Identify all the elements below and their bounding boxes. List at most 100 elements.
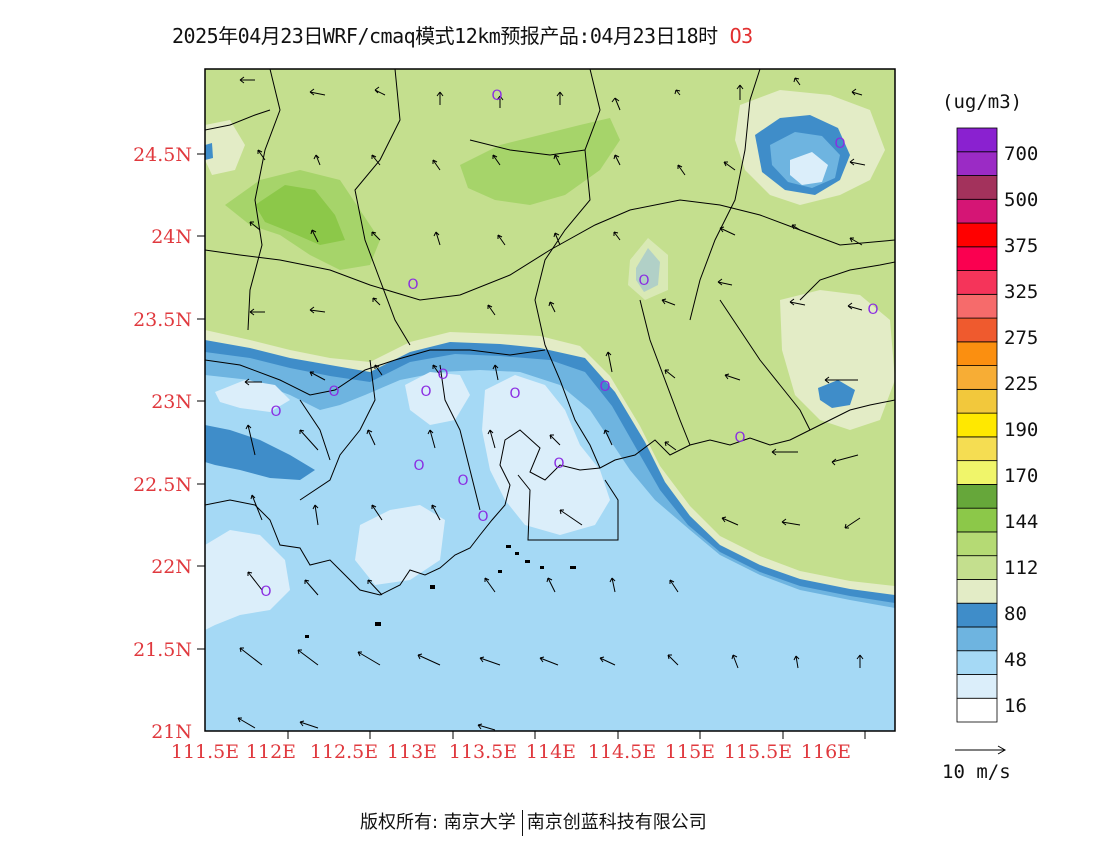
lat-tick-label: 23.5N: [133, 309, 192, 331]
wind-arrow: [492, 154, 501, 166]
wind-arrow: [249, 308, 265, 316]
wind-arrow: [366, 429, 376, 446]
island: [498, 570, 502, 573]
wind-arrow: [849, 237, 863, 246]
wind-scale-reference: 10 m/s: [942, 745, 1011, 783]
colorbar-swatch: [956, 626, 998, 652]
colorbar-swatch: [956, 365, 998, 390]
colorbar-level-label: 80: [1004, 603, 1027, 625]
wind-arrow: [479, 656, 501, 666]
island: [430, 585, 435, 589]
footer-separator: [521, 810, 523, 836]
wind-arrow: [427, 429, 436, 449]
boundary-16: [517, 474, 619, 541]
wind-arrow: [433, 231, 441, 246]
lat-tick-label: 24.5N: [133, 144, 192, 166]
wind-arrow: [851, 88, 863, 96]
lon-tick-label: 115E: [665, 741, 715, 763]
wind-arrow: [824, 376, 858, 384]
wind-arrow: [724, 373, 741, 381]
wind-arrow: [831, 454, 859, 466]
colorbar-level-label: 700: [1004, 143, 1038, 165]
colorbar-swatch: [956, 412, 998, 438]
wind-arrow: [432, 364, 441, 376]
wind-arrow: [677, 164, 686, 176]
title-species: O3: [729, 24, 754, 48]
wind-arrow: [371, 231, 381, 241]
wind-arrow: [553, 232, 561, 246]
colorbar: [956, 127, 998, 723]
wind-arrow: [661, 298, 676, 306]
boundary-13: [469, 139, 586, 156]
wind-arrow: [374, 86, 386, 96]
wind-arrow: [793, 655, 800, 669]
colorbar-swatch: [956, 341, 998, 366]
concentration-field: [205, 69, 895, 731]
field-80-east-small: [818, 380, 855, 408]
wind-arrow: [847, 302, 863, 311]
boundary-6: [205, 349, 546, 396]
wind-arrow: [721, 516, 739, 526]
map-frame: [204, 68, 896, 732]
lon-tick-label: 112.5E: [310, 741, 378, 763]
station-marker: O: [553, 456, 564, 472]
wind-arrow: [605, 351, 613, 373]
colorbar-swatch: [956, 293, 998, 319]
boundary-4: [689, 69, 761, 321]
colorbar-swatch: [956, 388, 998, 414]
colorbar-swatch: [956, 198, 998, 224]
field-16-cell-west: [215, 380, 290, 412]
field-96-east: [780, 290, 895, 430]
wind-arrow: [431, 504, 441, 521]
wind-arrow: [603, 429, 613, 446]
boundary-11: [439, 364, 481, 511]
boundary-7: [544, 344, 601, 469]
colorbar-level-label: 16: [1004, 695, 1027, 717]
wind-arrow: [669, 579, 679, 593]
colorbar-swatch: [956, 127, 998, 153]
wind-arrow: [793, 77, 801, 86]
wind-arrow: [736, 84, 744, 100]
footer-left: 版权所有: 南京大学: [360, 812, 516, 833]
wind-arrow: [487, 304, 496, 316]
wind-arrow: [613, 231, 621, 241]
coastline: [205, 399, 895, 596]
wind-arrow: [417, 653, 441, 666]
station-marker: O: [457, 473, 468, 489]
wind-arrow: [492, 364, 499, 381]
map-title: 2025年04月23日WRF/cmaq模式12km预报产品:04月23日18时 O…: [172, 20, 753, 49]
wind-arrow: [247, 571, 263, 591]
colorbar-level-label: 225: [1004, 373, 1038, 395]
wind-arrow: [496, 95, 504, 108]
boundary-14: [799, 261, 895, 301]
island: [525, 560, 530, 563]
lon-tick-label: 114E: [526, 741, 576, 763]
wind-arrow: [299, 720, 319, 729]
lat-tick-label: 23N: [151, 391, 192, 413]
colorbar-level-label: 112: [1004, 557, 1038, 579]
field-96-west: [205, 120, 245, 175]
wind-scale-label: 10 m/s: [942, 761, 1011, 783]
wind-arrow: [497, 234, 506, 246]
longitude-axis: 111.5E 112E 112.5E 113E 113.5E 114E 114.…: [171, 731, 866, 763]
boundary-3: [534, 69, 601, 346]
wind-arrow: [309, 371, 326, 381]
admin-boundaries: [205, 69, 895, 596]
island: [506, 545, 511, 548]
wind-arrow: [257, 149, 266, 161]
field-land-112: [205, 69, 895, 590]
island: [570, 566, 576, 569]
wind-arrow: [559, 509, 583, 526]
station-marker: O: [437, 367, 448, 383]
lon-tick-label: 114.5E: [588, 741, 656, 763]
boundary-10: [299, 359, 376, 501]
lon-tick-label: 112E: [246, 741, 296, 763]
wind-arrow: [599, 656, 616, 666]
colorbar-level-label: 375: [1004, 235, 1038, 257]
wind-arrow: [717, 278, 733, 286]
field-144-patch: [255, 185, 345, 245]
footer-right: 南京创蓝科技有限公司: [526, 812, 707, 833]
wind-arrow: [367, 579, 383, 596]
wind-arrow: [304, 579, 319, 596]
station-marker: O: [638, 273, 649, 289]
